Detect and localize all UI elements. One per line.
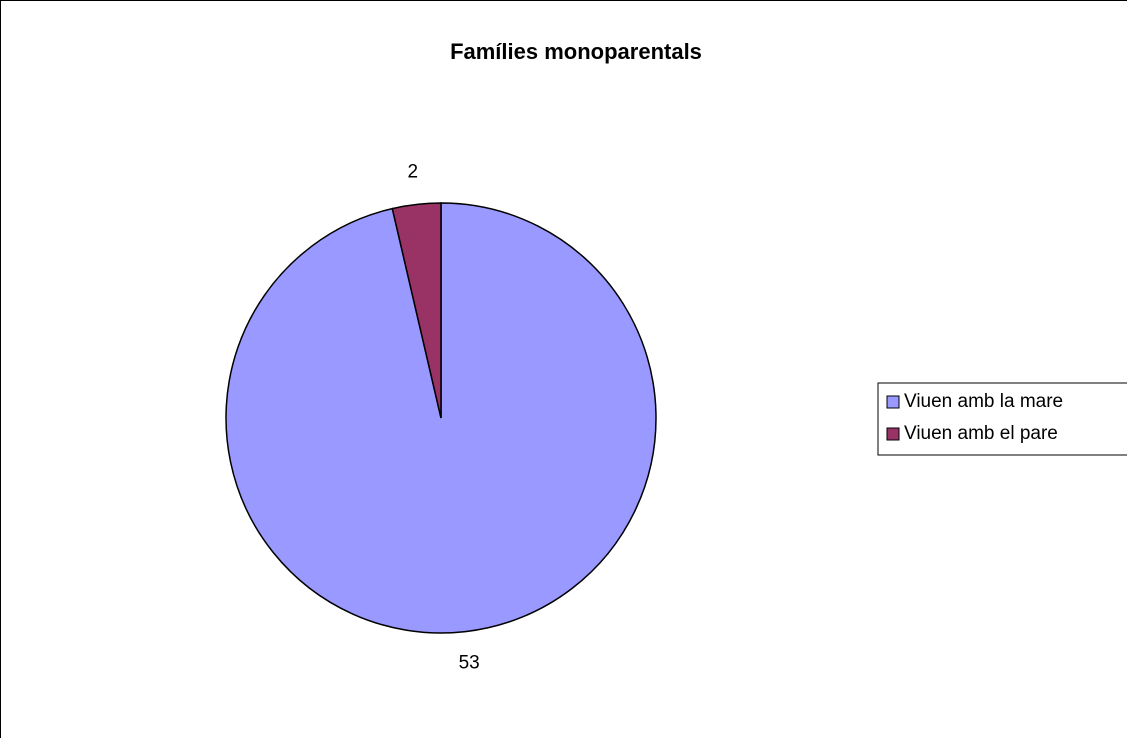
pie-slice (391, 202, 442, 419)
data-label: 53 (459, 652, 480, 673)
chart-title: Famílies monoparentals (450, 39, 702, 64)
legend-box (877, 382, 1127, 456)
legend-label: Viuen amb el pare (904, 423, 1058, 444)
legend-label: Viuen amb la mare (904, 391, 1063, 412)
legend-swatch (886, 427, 900, 441)
legend-swatch (886, 395, 900, 409)
data-label: 2 (408, 162, 419, 183)
